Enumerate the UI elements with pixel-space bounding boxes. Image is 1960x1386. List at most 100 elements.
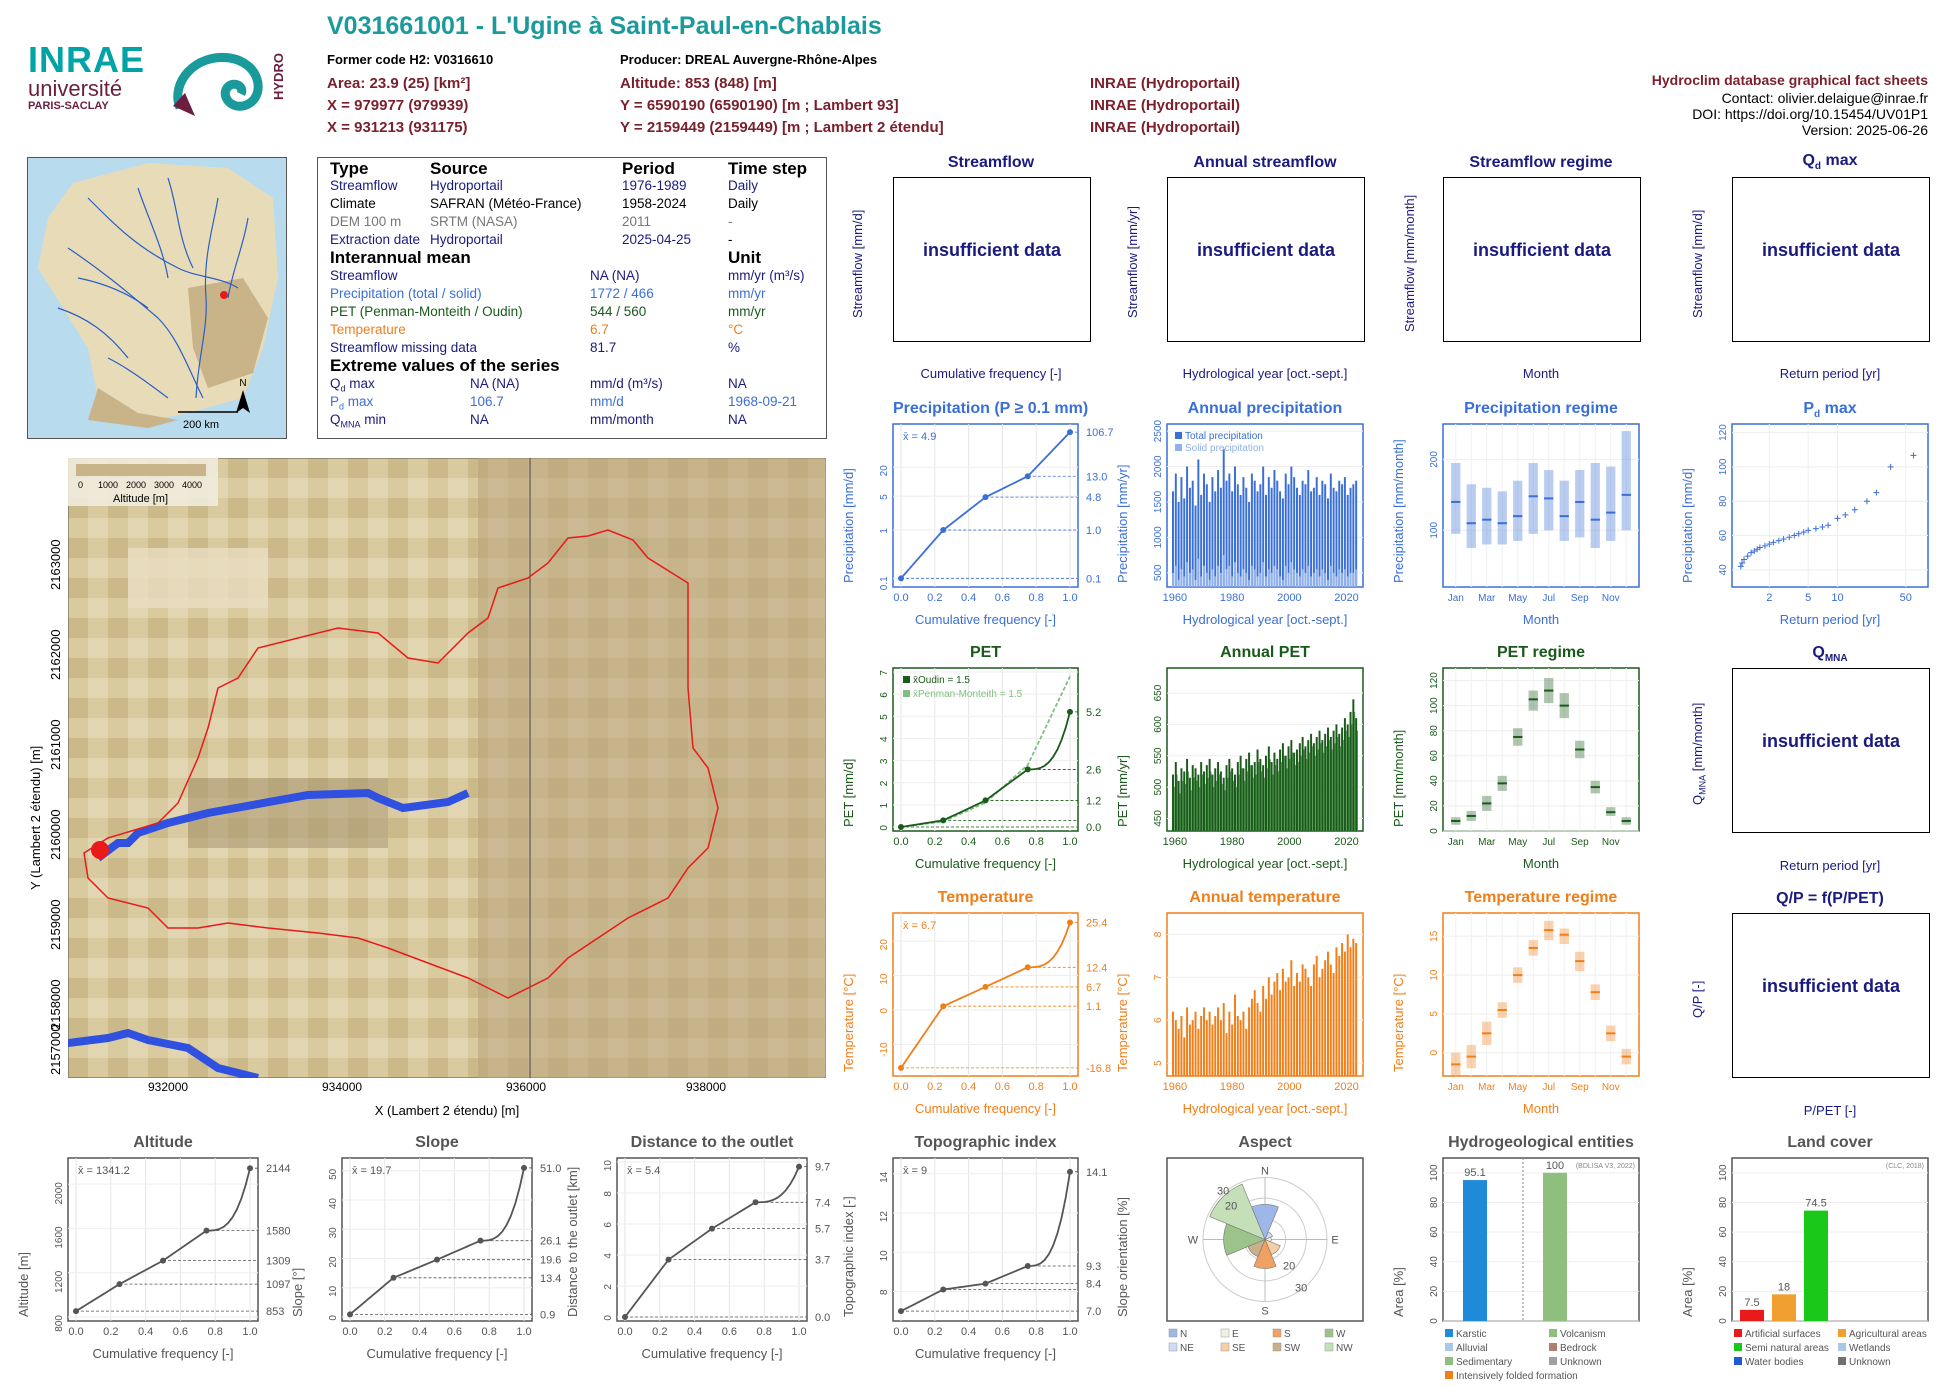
topo-ytick: 8 — [879, 1289, 890, 1295]
basin-xtick: 934000 — [322, 1080, 363, 1094]
hydrogeo-legend-label: Volcanism — [1560, 1329, 1606, 1340]
annual_precip-bar-total — [1174, 473, 1177, 587]
annual_temp-bar — [1245, 1028, 1248, 1076]
pdmax-point — [1805, 527, 1812, 534]
annual_pet-bar-oudin — [1253, 762, 1256, 831]
precip-point — [1024, 473, 1031, 480]
annual_precip-bar-solid — [1214, 576, 1217, 587]
db-title: Hydroclim database graphical fact sheets — [1651, 72, 1928, 88]
pet-chart: 0.0 0.2 0.4 0.6 0.8 1.0 0 1 2 3 4 5 6 7 5.2 2.6 1.2 0.0 x̄… — [879, 667, 1101, 848]
aspect-legend-swatch — [1324, 1342, 1334, 1352]
precip-point — [1067, 429, 1073, 436]
annual_pet-xtick: 2000 — [1277, 836, 1301, 848]
distance-ytick: 2 — [603, 1284, 614, 1290]
annual_temp-bar — [1194, 1011, 1197, 1076]
annual_pet-chart: 450 500 550 600 650 1960 1980 2000 2020 — [1153, 667, 1364, 848]
landcover-legend-swatch — [1838, 1329, 1846, 1337]
annual_pet-bar-oudin — [1219, 771, 1222, 831]
qmna-box: insufficient data — [1732, 668, 1930, 833]
row-dem-step: - — [728, 214, 733, 229]
precip-point — [940, 527, 947, 534]
altitude-ylabel: Altitude [m] — [16, 1251, 31, 1317]
annual_temp-bar — [1197, 1028, 1200, 1076]
extreme-pd-date: 1968-09-21 — [728, 394, 798, 409]
altitude-point — [203, 1227, 210, 1234]
annual_precip-bar-solid — [1250, 565, 1253, 587]
annual_temp-bar — [1312, 964, 1315, 1076]
annual_precip-bar-total — [1276, 480, 1279, 587]
temp-xtick: 0.2 — [927, 1081, 942, 1093]
topo-point — [982, 1280, 989, 1287]
precip_regime-xtick: Mar — [1478, 593, 1496, 604]
annual_precip-bar-total — [1211, 477, 1214, 587]
precip_regime-box — [1590, 462, 1600, 549]
annual_pet-bar-oudin — [1304, 746, 1307, 831]
annual_pet-bar-oudin — [1231, 768, 1234, 831]
slope-right-label: 26.1 — [540, 1236, 561, 1248]
temp-xtick: 0.4 — [961, 1081, 976, 1093]
annual_precip-bar-total — [1343, 477, 1346, 587]
extreme-pd-unit: mm/d — [590, 394, 624, 409]
pet_regime-xtick: May — [1508, 837, 1527, 848]
annual_temp-bar — [1338, 955, 1341, 1076]
slope-point — [434, 1256, 440, 1263]
annual_pet-bar-oudin — [1321, 740, 1324, 831]
precip_regime-box — [1606, 466, 1616, 541]
annual_temp-bar — [1349, 947, 1352, 1076]
extreme-qmna-label: QMNA min — [330, 412, 387, 430]
annual_pet-bar-oudin — [1346, 724, 1349, 831]
annual_precip-bar-solid — [1290, 562, 1293, 587]
topo-xtick: 0.2 — [927, 1326, 942, 1338]
pet_regime-ylabel: PET [mm/month] — [1391, 729, 1406, 827]
annual_temp-bar — [1191, 1020, 1194, 1076]
temp-ytick: 10 — [879, 973, 890, 985]
pdmax-point — [1873, 489, 1880, 496]
annual_pet-bar-oudin — [1341, 727, 1344, 831]
slope-mean-label: x̄ = 19.7 — [352, 1165, 391, 1177]
aspect-ring-label: 30 — [1295, 1283, 1307, 1295]
annual_precip-bar-total — [1242, 477, 1245, 587]
pdmax-chart: 40 60 80 100 120 2 5 10 50 — [1718, 423, 1929, 604]
landcover-bar — [1740, 1309, 1764, 1321]
annual_precip-bar-total — [1341, 484, 1344, 587]
annual_precip-bar-total — [1315, 477, 1318, 587]
pet_regime-xtick: Nov — [1602, 837, 1620, 848]
annual_temp-bar — [1315, 955, 1318, 1076]
annual_pet-bar-oudin — [1315, 736, 1318, 831]
topo-right-label: 9.3 — [1086, 1261, 1101, 1273]
topo-mean-label: x̄ = 9 — [903, 1165, 927, 1177]
pet-frame — [892, 667, 1079, 832]
basin-ytick: 2163000 — [48, 539, 63, 590]
annual_precip-bar-total — [1352, 484, 1355, 587]
precip-right-label: 13.0 — [1086, 471, 1107, 483]
annual_pet-bar-oudin — [1293, 752, 1296, 831]
row-extract-period: 2025-04-25 — [622, 232, 692, 247]
annual_precip-bar-solid — [1301, 569, 1304, 587]
logo-inrae: INRAE université PARIS-SACLAY — [28, 42, 148, 122]
aspect-legend-swatch — [1168, 1342, 1178, 1352]
annual_temp-xtick: 2000 — [1277, 1081, 1301, 1093]
annual_precip-bar-total — [1208, 501, 1211, 587]
temp-chart: 0.0 0.2 0.4 0.6 0.8 1.0 -10 0 10 20 25.4 12.4 6.7 1.1… — [879, 912, 1111, 1093]
streamflow-box: insufficient data — [893, 177, 1091, 342]
pdmax-xtick: 2 — [1766, 592, 1772, 604]
hydrogeo-legend-swatch — [1549, 1343, 1557, 1351]
extreme-qmna-unit: mm/month — [590, 412, 654, 427]
annual_pet-xtick: 2020 — [1334, 836, 1358, 848]
precip-xtick: 0.2 — [927, 592, 942, 604]
topo-frame — [892, 1157, 1079, 1322]
precip-ytick: 20 — [879, 465, 890, 477]
altitude-xlabel: Cumulative frequency [-] — [92, 1346, 234, 1361]
insufficient-data-label: insufficient data — [1472, 240, 1611, 260]
pdmax-point — [1748, 549, 1755, 556]
annual_precip-bar-total — [1205, 484, 1208, 587]
annual_temp-bar — [1250, 998, 1253, 1076]
qp-box: insufficient data — [1732, 913, 1930, 1078]
hydrogeo-bar — [1543, 1172, 1567, 1321]
annual_temp-bar — [1217, 1007, 1220, 1076]
pdmax-point — [1780, 535, 1787, 542]
annual_precip-bar-total — [1197, 459, 1200, 587]
annual_temp-bar — [1276, 973, 1279, 1076]
precip-right-label: 1.0 — [1086, 525, 1101, 537]
precip-xtick: 0.8 — [1029, 592, 1044, 604]
